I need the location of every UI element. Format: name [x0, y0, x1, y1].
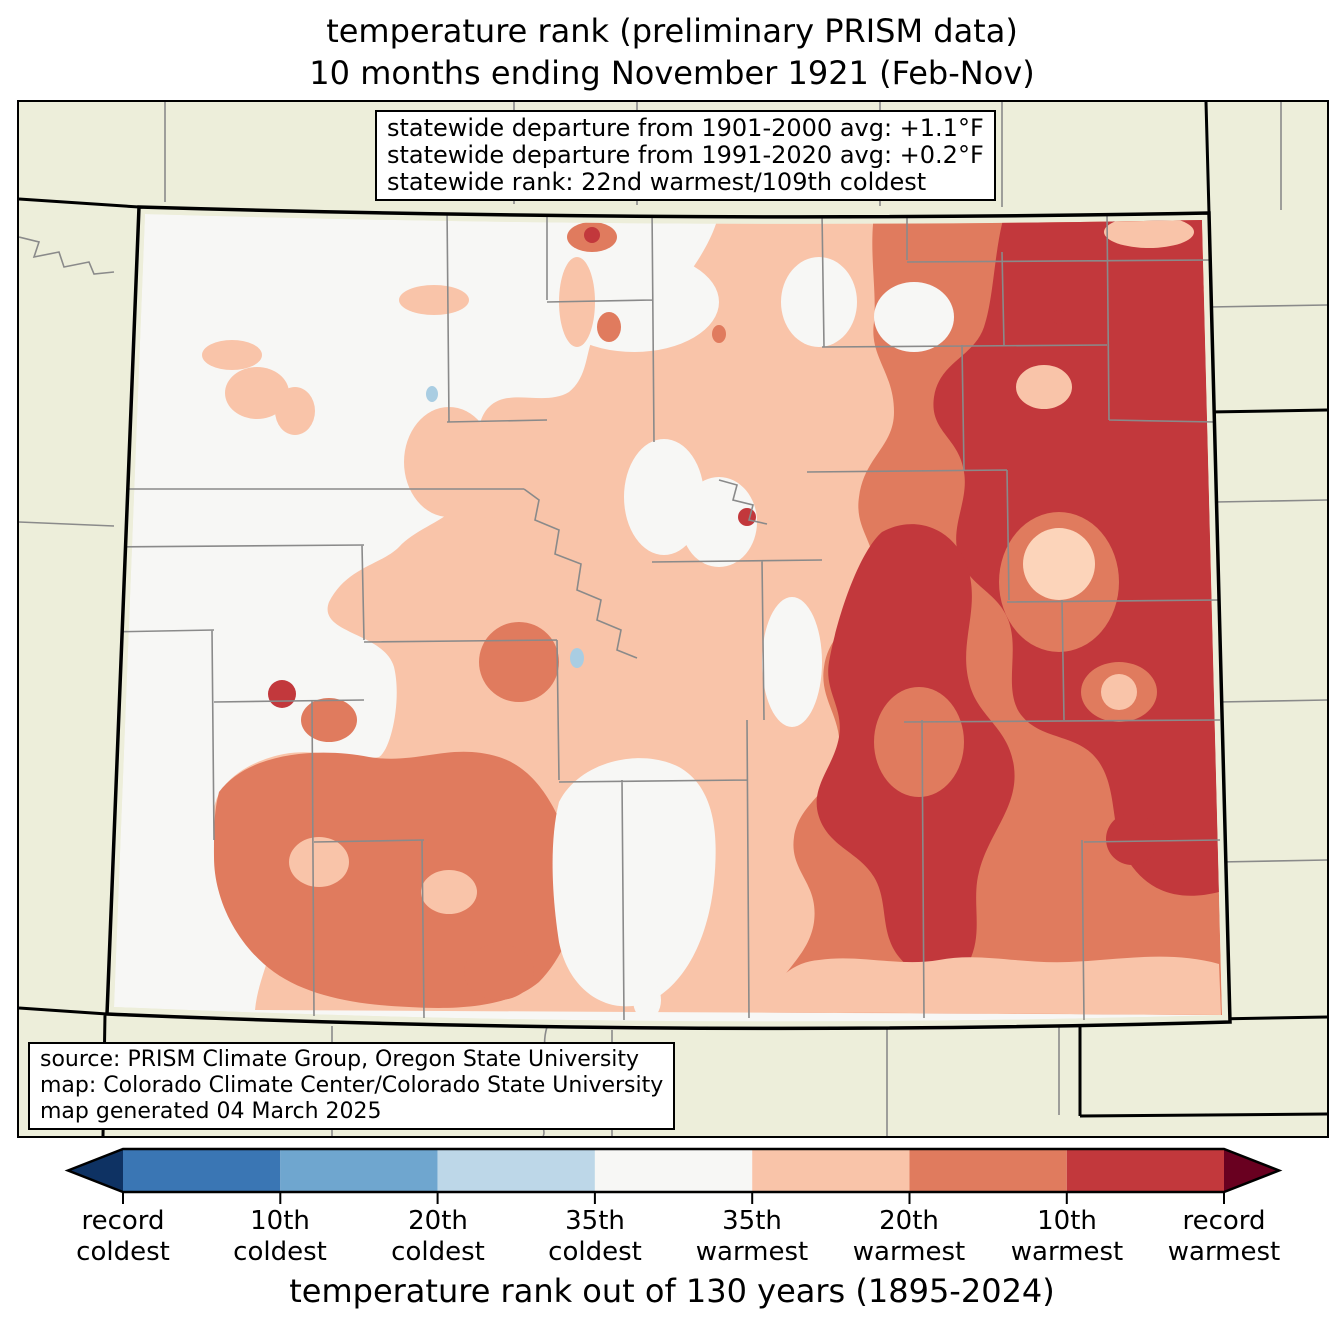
- colorbar-ticks: [122, 1192, 1225, 1204]
- san-luis-valley-white: [552, 758, 716, 1007]
- light-patch: [1016, 365, 1072, 409]
- source-line2: map: Colorado Climate Center/Colorado St…: [40, 1073, 664, 1098]
- medium-patch: [464, 944, 534, 1000]
- stats-line1: statewide departure from 1901-2000 avg: …: [387, 114, 984, 142]
- lake: [426, 386, 438, 402]
- legend-label-20th-coldest: 20th coldest: [391, 1206, 485, 1267]
- neighbor-state-borders: [19, 102, 1327, 1136]
- source-line1: source: PRISM Climate Group, Oregon Stat…: [40, 1047, 640, 1072]
- colorado-rank-map: [19, 102, 1327, 1136]
- dark-spot: [738, 508, 756, 526]
- light-core: [1101, 674, 1137, 710]
- white-patch: [633, 980, 661, 1020]
- lake: [570, 648, 584, 668]
- stats-line3: statewide rank: 22nd warmest/109th colde…: [387, 168, 927, 196]
- light-patch: [399, 285, 469, 315]
- light-patch: [275, 387, 315, 435]
- light-patch: [459, 517, 519, 587]
- white-patch: [624, 439, 704, 555]
- dark-spot: [268, 680, 296, 708]
- medium-patch: [479, 622, 559, 702]
- page-title: temperature rank (preliminary PRISM data…: [0, 10, 1344, 94]
- dark-spot: [584, 227, 600, 243]
- colorbar-seg-3: [594, 1149, 753, 1192]
- title-line2: 10 months ending November 1921 (Feb-Nov): [309, 54, 1035, 92]
- legend-label-10th-warmest: 10th warmest: [1010, 1206, 1124, 1267]
- medium-carve: [874, 687, 964, 797]
- medium-patch: [597, 312, 621, 342]
- legend-label-10th-coldest: 10th coldest: [233, 1206, 327, 1267]
- dark-spot: [1106, 813, 1158, 865]
- south-border-light-band: [762, 956, 1221, 1015]
- cream-circle: [1023, 528, 1095, 600]
- legend-label-20th-warmest: 20th warmest: [852, 1206, 966, 1267]
- legend-label-35th-warmest: 35th warmest: [695, 1206, 809, 1267]
- colorbar-seg-0: [123, 1149, 281, 1192]
- white-patch: [874, 282, 954, 352]
- colorbar-seg-6: [1066, 1149, 1224, 1192]
- map-frame: [17, 100, 1329, 1138]
- light-patch: [202, 340, 262, 370]
- light-patch: [404, 407, 494, 517]
- light-patch: [1104, 216, 1194, 248]
- light-patch: [289, 837, 349, 887]
- colorbar-arrow-left: [68, 1149, 123, 1192]
- light-patch: [546, 507, 582, 557]
- light-patch: [225, 367, 289, 419]
- colorbar-caption: temperature rank out of 130 years (1895-…: [289, 1272, 1055, 1310]
- rank-colorbar: [64, 1147, 1283, 1204]
- white-patch: [781, 257, 857, 347]
- colorbar-seg-4: [752, 1149, 910, 1192]
- legend-label-35th-coldest: 35th coldest: [548, 1206, 642, 1267]
- title-line1: temperature rank (preliminary PRISM data…: [326, 12, 1018, 50]
- colorbar-seg-1: [280, 1149, 438, 1192]
- colorado-county-lines: [107, 207, 1221, 1021]
- light-patch: [421, 870, 477, 914]
- white-patch: [762, 597, 822, 727]
- region-southwest-20th-warmest: [214, 751, 579, 1008]
- legend-label-record-coldest: record coldest: [76, 1206, 170, 1267]
- stats-line2: statewide departure from 1991-2020 avg: …: [387, 141, 984, 169]
- dark-spot: [1052, 310, 1066, 324]
- stats-box: statewide departure from 1901-2000 avg: …: [375, 110, 996, 201]
- source-line3: map generated 04 March 2025: [40, 1099, 382, 1124]
- colorbar-arrow-right: [1224, 1149, 1279, 1192]
- source-box: source: PRISM Climate Group, Oregon Stat…: [28, 1042, 676, 1130]
- legend-label-record-warmest: record warmest: [1167, 1206, 1281, 1267]
- colorbar-seg-5: [909, 1149, 1067, 1192]
- colorado-state-border: [105, 205, 1232, 1031]
- colorbar-seg-2: [437, 1149, 595, 1192]
- medium-patch: [301, 698, 357, 742]
- medium-patch: [712, 325, 726, 343]
